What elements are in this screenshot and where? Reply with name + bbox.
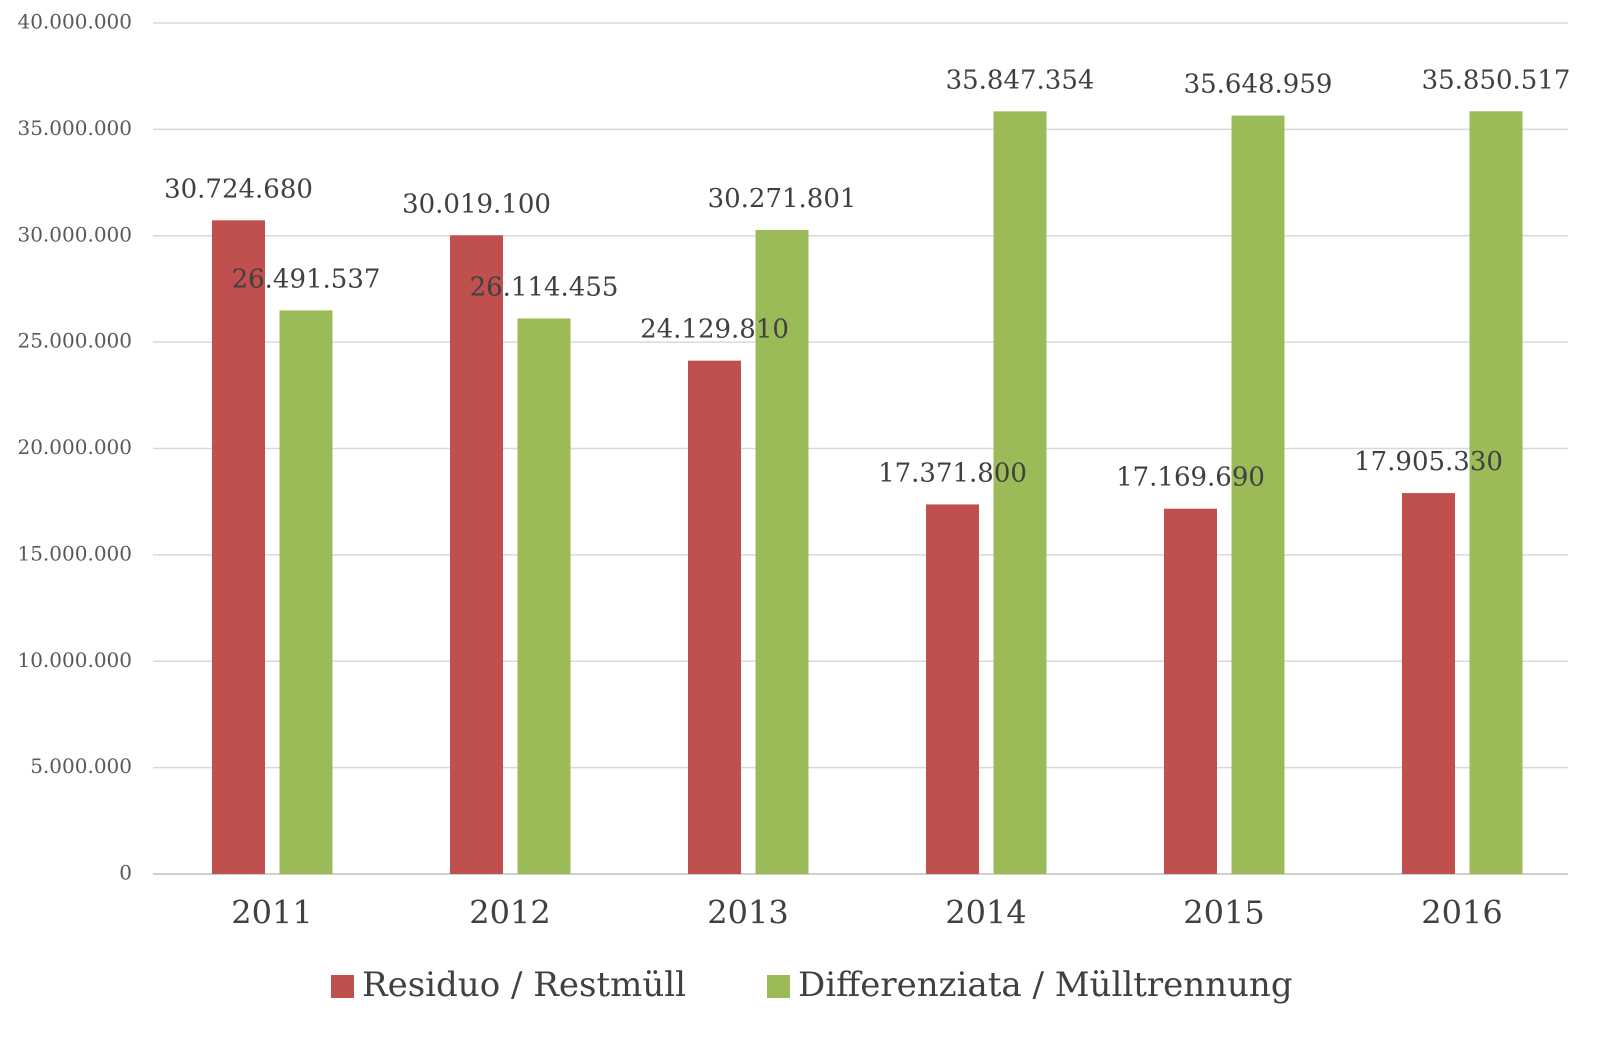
y-tick-label: 40.000.000 bbox=[17, 10, 132, 34]
x-tick-label: 2013 bbox=[707, 894, 788, 932]
data-label: 35.847.354 bbox=[946, 65, 1095, 95]
data-label: 30.019.100 bbox=[402, 189, 551, 219]
data-label: 24.129.810 bbox=[640, 315, 789, 345]
data-label: 17.169.690 bbox=[1116, 463, 1265, 493]
legend-label: Residuo / Restmüll bbox=[362, 965, 686, 1005]
data-label: 30.724.680 bbox=[164, 174, 313, 204]
y-tick-label: 20.000.000 bbox=[17, 435, 132, 459]
bar bbox=[517, 318, 571, 874]
legend-label: Differenziata / Mülltrennung bbox=[798, 965, 1293, 1005]
data-label: 17.371.800 bbox=[878, 458, 1027, 488]
y-tick-label: 10.000.000 bbox=[17, 648, 132, 672]
data-label: 26.491.537 bbox=[232, 264, 381, 294]
x-tick-label: 2011 bbox=[231, 894, 312, 932]
bar bbox=[755, 229, 809, 875]
bar bbox=[688, 360, 741, 874]
x-tick-label: 2016 bbox=[1421, 894, 1502, 932]
data-label: 35.648.959 bbox=[1184, 70, 1333, 100]
legend-swatch bbox=[331, 975, 354, 998]
y-tick-label: 35.000.000 bbox=[17, 116, 132, 140]
y-tick-label: 30.000.000 bbox=[17, 222, 132, 246]
legend-swatch bbox=[767, 975, 790, 998]
data-label: 26.114.455 bbox=[470, 272, 619, 302]
x-tick-label: 2012 bbox=[469, 894, 550, 932]
bar bbox=[1231, 115, 1285, 874]
data-label: 30.271.801 bbox=[708, 184, 857, 214]
bar bbox=[1164, 508, 1217, 874]
x-tick-label: 2014 bbox=[945, 894, 1026, 932]
bar bbox=[1469, 111, 1523, 874]
bar bbox=[450, 235, 503, 875]
data-label: 17.905.330 bbox=[1354, 447, 1503, 477]
bar bbox=[926, 504, 979, 874]
bar bbox=[1402, 493, 1455, 874]
data-label: 35.850.517 bbox=[1422, 65, 1571, 95]
bar bbox=[212, 220, 265, 875]
bar bbox=[993, 111, 1047, 875]
x-tick-label: 2015 bbox=[1183, 894, 1264, 932]
y-tick-label: 25.000.000 bbox=[17, 329, 132, 353]
bar bbox=[279, 310, 333, 874]
y-tick-label: 5.000.000 bbox=[30, 754, 132, 778]
y-tick-label: 0 bbox=[119, 861, 132, 885]
y-tick-label: 15.000.000 bbox=[17, 541, 132, 565]
